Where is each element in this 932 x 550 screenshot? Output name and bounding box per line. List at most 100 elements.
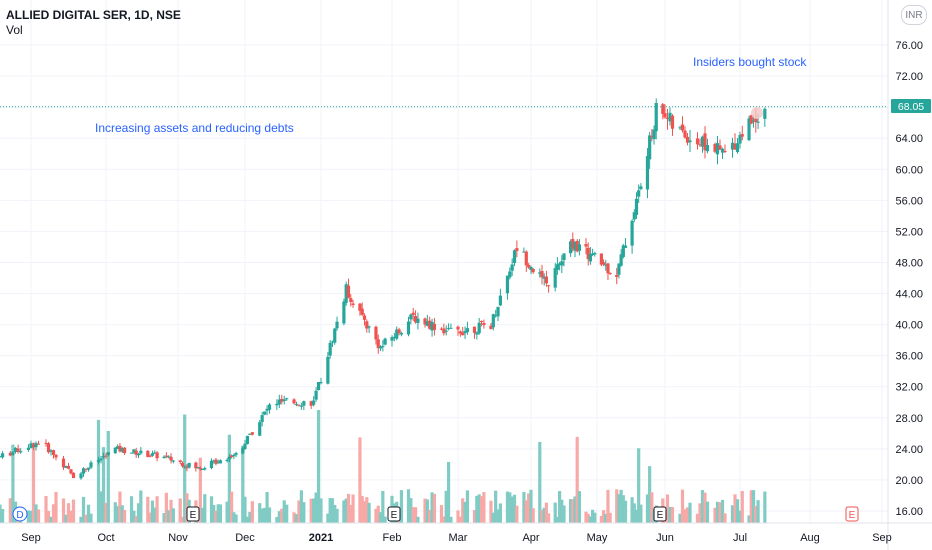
event-marker-label: D bbox=[16, 510, 23, 521]
volume-bar bbox=[61, 498, 66, 523]
volume-bar bbox=[66, 503, 71, 523]
volume-bar bbox=[577, 491, 581, 523]
volume-bar bbox=[129, 496, 134, 523]
volume-bar bbox=[245, 516, 250, 523]
volume-bar bbox=[230, 491, 234, 523]
volume-bar bbox=[409, 498, 413, 523]
volume-bar bbox=[604, 513, 608, 523]
volume-bar bbox=[542, 507, 546, 523]
candle-body bbox=[118, 445, 122, 452]
volume-bar bbox=[668, 506, 672, 523]
volume-bar bbox=[171, 508, 175, 523]
volume-bar bbox=[442, 516, 446, 523]
candle-body bbox=[630, 220, 634, 246]
volume-bar bbox=[482, 492, 486, 523]
candle-body bbox=[604, 264, 608, 266]
volume-bar bbox=[449, 516, 453, 523]
candle-body bbox=[136, 453, 141, 456]
volume-bar bbox=[510, 496, 514, 523]
candle-body bbox=[678, 127, 682, 129]
volume-bar bbox=[606, 489, 610, 523]
volume-bar bbox=[81, 496, 86, 523]
candle-body bbox=[425, 321, 429, 326]
volume-bar bbox=[335, 508, 339, 523]
candle-body bbox=[342, 301, 346, 324]
candle-body bbox=[344, 284, 348, 303]
candle-body bbox=[665, 117, 670, 119]
last-price-tag bbox=[891, 99, 931, 113]
volume-bar bbox=[243, 496, 247, 523]
candle-body bbox=[423, 318, 427, 325]
volume-bar bbox=[698, 503, 702, 523]
candle-body bbox=[680, 124, 685, 131]
time-tick-label: Dec bbox=[235, 532, 255, 544]
candle-body bbox=[553, 268, 557, 288]
volume-bar bbox=[515, 505, 519, 523]
candle-body bbox=[606, 263, 610, 274]
candle-body bbox=[101, 456, 106, 458]
candle-body bbox=[365, 321, 369, 329]
volume-bar bbox=[496, 509, 500, 523]
volume-bar bbox=[522, 491, 526, 523]
currency-badge[interactable]: INR bbox=[901, 5, 927, 25]
candle-body bbox=[738, 135, 742, 144]
candle-body bbox=[275, 403, 279, 406]
candle-body bbox=[13, 447, 18, 453]
symbol-header[interactable]: ALLIED DIGITAL SER, 1D, NSE bbox=[6, 8, 181, 22]
candle-body bbox=[99, 458, 103, 461]
volume-bar bbox=[489, 500, 493, 523]
price-tick-label: 52.00 bbox=[895, 226, 923, 238]
volume-bar bbox=[428, 509, 432, 523]
volume-bar bbox=[71, 499, 76, 523]
candle-body bbox=[498, 295, 502, 306]
volume-bar bbox=[277, 511, 281, 523]
candle-body bbox=[358, 303, 362, 311]
volume-bar bbox=[608, 512, 612, 523]
volume-bar bbox=[169, 499, 173, 523]
candle-body bbox=[663, 113, 667, 118]
volume-bar bbox=[593, 512, 597, 523]
volume-bar bbox=[69, 510, 73, 523]
candle-body bbox=[494, 315, 498, 317]
candle-body bbox=[547, 285, 551, 287]
candle-body bbox=[593, 253, 597, 255]
volume-bar bbox=[99, 491, 103, 523]
candle-body bbox=[326, 356, 330, 384]
volume-bar bbox=[650, 492, 654, 523]
volume-bar bbox=[34, 504, 38, 523]
candle-body bbox=[531, 268, 535, 273]
candle-body bbox=[26, 447, 31, 450]
price-tick-label: 40.00 bbox=[895, 320, 923, 332]
candle-body bbox=[449, 327, 453, 329]
volume-bar bbox=[430, 492, 434, 523]
volume-bar bbox=[96, 419, 101, 523]
volume-bar bbox=[529, 489, 533, 523]
volume-bar bbox=[747, 515, 751, 523]
candle-body bbox=[446, 328, 451, 330]
candle-body bbox=[442, 328, 446, 334]
volume-bar bbox=[280, 508, 284, 523]
candle-body bbox=[510, 264, 514, 271]
candle-body bbox=[730, 142, 735, 150]
time-axis[interactable]: Sep Oct Nov Dec 2021 Feb Mar Apr May Jun Jul Aug Sep bbox=[0, 522, 932, 544]
candle-body bbox=[632, 212, 636, 220]
candle-body bbox=[81, 468, 86, 474]
event-marker-label: E bbox=[657, 510, 664, 521]
volume-bar bbox=[0, 509, 5, 523]
candle-body bbox=[619, 254, 623, 266]
candle-body bbox=[608, 272, 612, 274]
volume-bar bbox=[705, 501, 710, 523]
volume-bar bbox=[241, 445, 245, 523]
candle-body bbox=[599, 253, 603, 265]
price-tick-label: 36.00 bbox=[895, 351, 923, 363]
candle-body bbox=[463, 331, 467, 334]
time-tick-label: Oct bbox=[97, 532, 114, 544]
time-tick-label: 2021 bbox=[309, 532, 333, 544]
candle-body bbox=[584, 244, 588, 247]
volume-bar bbox=[64, 514, 68, 523]
volume-bar bbox=[349, 504, 353, 523]
volume-bar bbox=[508, 492, 512, 523]
price-axis[interactable]: 76.0072.0068.0064.0060.0056.0052.0048.00… bbox=[887, 0, 923, 550]
